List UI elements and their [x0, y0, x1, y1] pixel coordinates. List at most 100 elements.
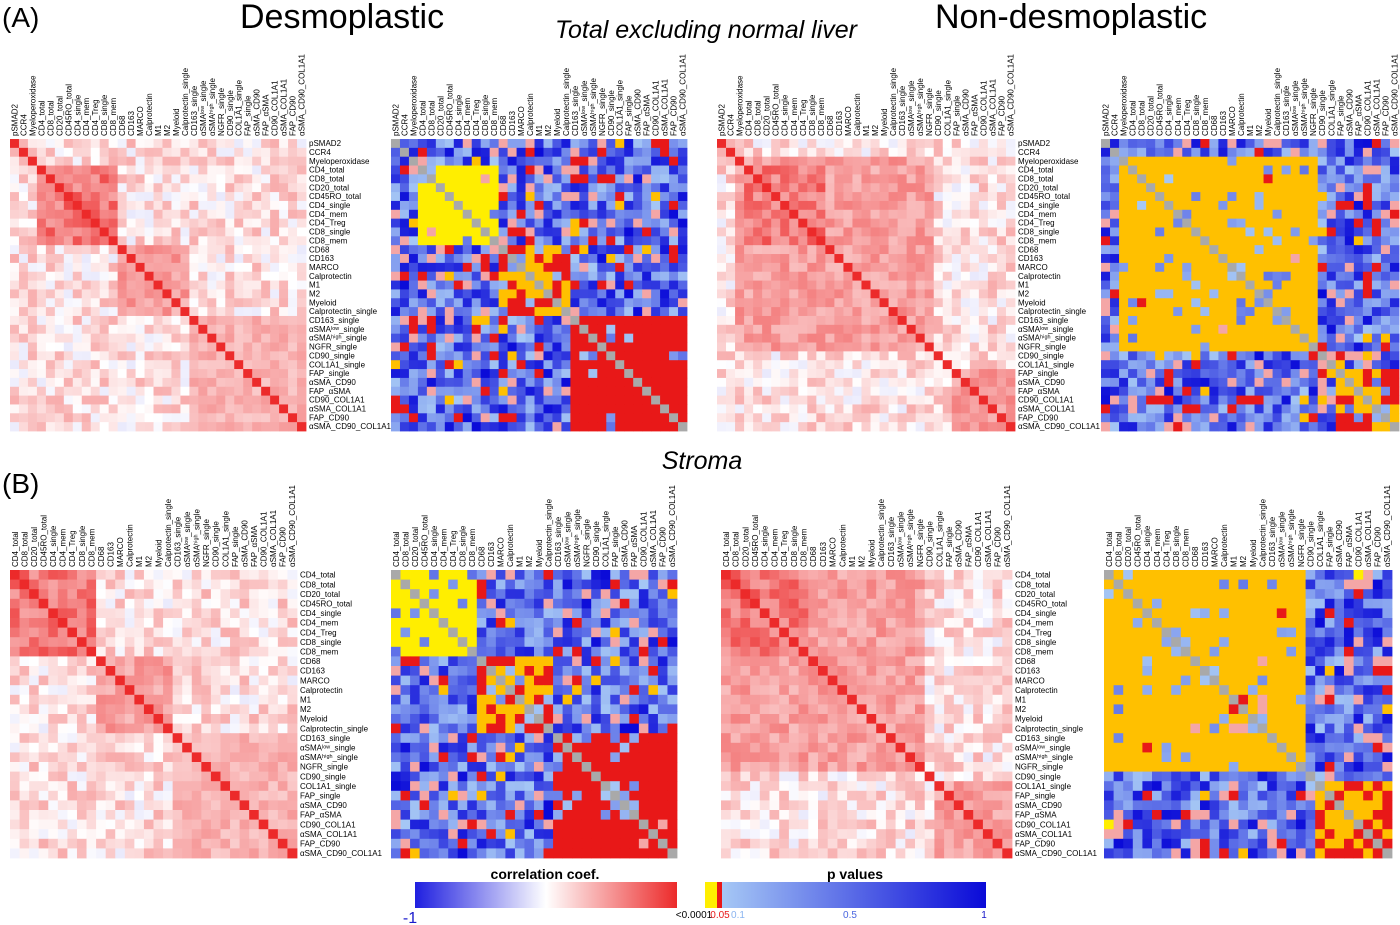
- heatmap-cell: [417, 404, 428, 414]
- heatmap-cell: [29, 685, 40, 696]
- heatmap-cell: [115, 598, 126, 609]
- heatmap-cell: [144, 183, 154, 193]
- heatmap-cell: [243, 192, 253, 202]
- heatmap-cell: [1119, 342, 1129, 352]
- heatmap-cell: [1236, 156, 1246, 166]
- heatmap-cell: [624, 139, 634, 149]
- heatmap-cell: [252, 360, 262, 370]
- heatmap-cell: [270, 147, 280, 158]
- heatmap-cell: [63, 236, 74, 246]
- heatmap-cell: [90, 342, 101, 352]
- heatmap-cell: [86, 666, 97, 676]
- heatmap-cell: [1371, 280, 1382, 290]
- heatmap-cell: [1371, 386, 1382, 397]
- heatmap-cell: [969, 280, 980, 290]
- heatmap-cell: [117, 218, 128, 228]
- heatmap-cell: [717, 262, 727, 273]
- heatmap-cell: [996, 342, 1007, 352]
- heatmap-cell: [606, 307, 616, 317]
- heatmap-cell: [270, 333, 280, 343]
- heatmap-cell: [453, 165, 464, 175]
- heatmap-cell: [642, 351, 652, 361]
- heatmap-cell: [933, 413, 944, 423]
- heatmap-cell: [1173, 147, 1183, 158]
- heatmap-cell: [753, 139, 763, 149]
- heatmap-cell: [543, 209, 553, 220]
- heatmap-cell: [1317, 245, 1328, 255]
- heatmap-cell: [453, 307, 464, 317]
- heatmap-cell: [1227, 218, 1237, 228]
- heatmap-cell: [225, 360, 235, 370]
- column-label: CD4_total: [745, 100, 754, 136]
- heatmap-cell: [207, 174, 217, 184]
- heatmap-cell: [960, 280, 971, 290]
- column-label: CD163: [127, 111, 136, 136]
- heatmap-cell: [1245, 342, 1255, 352]
- heatmap-cell: [516, 307, 526, 317]
- heatmap-cell: [762, 377, 772, 388]
- heatmap-cell: [960, 139, 971, 149]
- heatmap-cell: [1254, 413, 1264, 423]
- heatmap-cell: [480, 298, 491, 308]
- heatmap-cell: [579, 307, 589, 317]
- heatmap-cell: [642, 227, 652, 237]
- heatmap-cell: [1263, 227, 1273, 237]
- heatmap-cell: [588, 360, 598, 370]
- heatmap-cell: [906, 413, 917, 423]
- heatmap-cell: [633, 192, 643, 202]
- heatmap-cell: [1308, 342, 1319, 352]
- heatmap-cell: [651, 404, 661, 414]
- heatmap-cell: [1344, 395, 1355, 405]
- heatmap-cell: [135, 245, 145, 255]
- heatmap-cell: [933, 209, 944, 220]
- heatmap-cell: [435, 395, 446, 405]
- heatmap-cell: [798, 289, 808, 299]
- heatmap-cell: [651, 254, 661, 264]
- heatmap-cell: [624, 183, 634, 193]
- heatmap-cell: [1389, 156, 1400, 166]
- heatmap-cell: [1005, 298, 1016, 308]
- heatmap-cell: [825, 192, 835, 202]
- heatmap-cell: [924, 209, 935, 220]
- heatmap-cell: [1290, 315, 1301, 326]
- heatmap-cell: [135, 227, 145, 237]
- heatmap-cell: [552, 395, 562, 405]
- heatmap-cell: [1200, 245, 1210, 255]
- heatmap-cell: [180, 280, 190, 290]
- heatmap-cell: [870, 333, 880, 343]
- heatmap-cell: [234, 298, 244, 308]
- row-label: CD4_mem: [309, 210, 348, 219]
- heatmap-cell: [1389, 395, 1400, 405]
- heatmap-cell: [1236, 360, 1246, 370]
- heatmap-cell: [906, 218, 917, 228]
- heatmap-cell: [1218, 289, 1228, 299]
- heatmap-cell: [543, 147, 553, 158]
- heatmap-cell: [27, 139, 38, 149]
- heatmap-cell: [180, 218, 190, 228]
- heatmap-cell: [480, 218, 491, 228]
- heatmap-cell: [579, 333, 589, 343]
- heatmap-cell: [234, 280, 244, 290]
- heatmap-cell: [624, 165, 634, 175]
- heatmap-cell: [249, 589, 260, 600]
- heatmap-cell: [960, 315, 971, 326]
- heatmap-cell: [1335, 192, 1346, 202]
- heatmap-cell: [115, 656, 126, 667]
- heatmap-cell: [735, 377, 745, 388]
- heatmap-cell: [669, 192, 679, 202]
- heatmap-cell: [816, 192, 826, 202]
- heatmap-cell: [753, 377, 763, 388]
- heatmap-cell: [879, 183, 889, 193]
- heatmap-cell: [897, 147, 908, 158]
- heatmap-cell: [753, 262, 763, 273]
- heatmap-cell: [54, 156, 65, 166]
- heatmap-cell: [297, 342, 307, 352]
- heatmap-cell: [172, 618, 183, 628]
- heatmap-cell: [1173, 298, 1183, 308]
- heatmap-cell: [399, 156, 410, 166]
- heatmap-cell: [888, 360, 899, 370]
- heatmap-cell: [63, 422, 74, 432]
- heatmap-cell: [287, 598, 298, 609]
- heatmap-cell: [426, 183, 437, 193]
- heatmap-cell: [726, 183, 736, 193]
